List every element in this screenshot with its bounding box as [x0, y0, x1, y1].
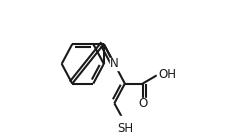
- Bar: [110, 58, 118, 70]
- Text: SH: SH: [116, 122, 132, 135]
- Bar: [118, 116, 130, 129]
- Text: OH: OH: [158, 68, 176, 81]
- Bar: [157, 68, 169, 81]
- Text: O: O: [137, 97, 147, 111]
- Text: N: N: [109, 57, 118, 70]
- Bar: [138, 98, 146, 110]
